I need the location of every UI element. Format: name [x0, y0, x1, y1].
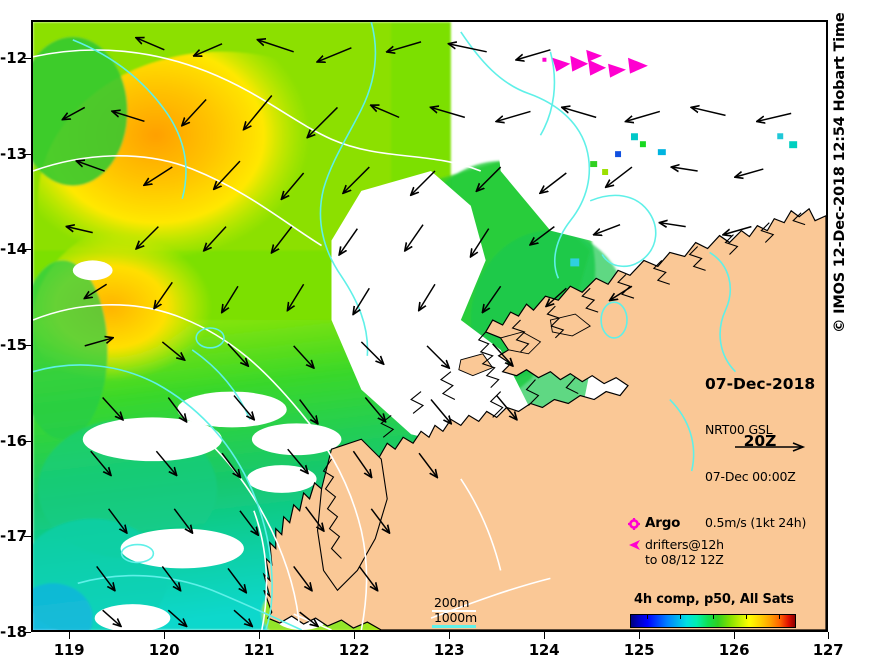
coastline-detail: [322, 212, 806, 559]
bathy-200m-swatch: [432, 610, 476, 612]
x-axis-label: 124: [528, 641, 560, 659]
map-plot-area[interactable]: 07-Dec-2018 20Z NRT00 GSL 07-Dec 00:00Z …: [31, 20, 828, 632]
x-axis-tick: [544, 632, 545, 639]
x-axis-label: 126: [718, 641, 750, 659]
x-axis-label: 121: [243, 641, 275, 659]
y-axis-label: -14: [0, 240, 28, 258]
x-axis-tick: [734, 632, 735, 639]
x-axis-label: 119: [53, 641, 85, 659]
y-axis-tick: [24, 249, 31, 250]
x-axis-label: 123: [433, 641, 465, 659]
drifter-track: [542, 49, 648, 78]
copyright-text: © IMOS 12-Dec-2018 12:54 Hobart Time: [832, 12, 848, 333]
vector-key-time: 07-Dec 00:00Z: [705, 468, 796, 484]
x-axis-tick: [828, 632, 829, 639]
x-axis-tick: [639, 632, 640, 639]
x-axis-tick: [164, 632, 165, 639]
colorbar-tick: [679, 614, 681, 619]
y-axis-tick: [24, 536, 31, 537]
x-axis-label: 120: [148, 641, 180, 659]
isobath-200m: [33, 49, 551, 630]
y-axis-label: -16: [0, 432, 28, 450]
y-axis-label: -15: [0, 336, 28, 354]
map-overlay-layer: [33, 22, 826, 630]
colorbar-tick: [646, 614, 648, 619]
current-vectors: [63, 38, 792, 626]
date-stamp-line1: 07-Dec-2018: [705, 375, 816, 393]
x-axis-tick: [449, 632, 450, 639]
argo-legend-label: Argo: [645, 515, 681, 531]
y-axis-tick: [24, 441, 31, 442]
colorbar[interactable]: [630, 614, 796, 628]
isobath-1000m: [33, 22, 737, 630]
x-axis-label: 122: [338, 641, 370, 659]
y-axis-tick: [24, 345, 31, 346]
x-axis-label: 125: [623, 641, 655, 659]
drifter-marker-icon: [623, 537, 645, 556]
y-axis-tick: [24, 58, 31, 59]
y-axis-tick: [24, 154, 31, 155]
drifter-legend-line1: drifters@12h: [645, 537, 724, 552]
vector-key-arrow-icon: [735, 442, 806, 452]
colorbar-tick: [746, 614, 748, 619]
x-axis-tick: [69, 632, 70, 639]
colorbar-tick: [779, 614, 781, 619]
drifter-legend-line2: to 08/12 12Z: [645, 552, 724, 567]
y-axis-label: -17: [0, 527, 28, 545]
y-axis-label: -12: [0, 49, 28, 67]
bathy-1000m-swatch: [432, 625, 476, 628]
colorbar-tick: [713, 614, 714, 619]
y-axis-tick: [24, 632, 31, 633]
bathy-label-1000m: 1000m: [434, 609, 477, 625]
bathymetry-key: 200m 1000m: [434, 595, 477, 625]
x-axis-tick: [259, 632, 260, 639]
date-stamp: 07-Dec-2018 20Z: [705, 337, 815, 489]
vector-key-scale: 0.5m/s (1kt 24h): [705, 515, 807, 530]
bathy-label-200m: 200m: [434, 595, 470, 610]
argo-marker-icon: [623, 516, 645, 535]
y-axis-label: -18: [0, 623, 28, 641]
y-axis-label: -13: [0, 145, 28, 163]
date-stamp-line2: 20Z: [743, 432, 777, 450]
argo-drifter-legend: Argo drifters@12h to 08/12 12Z: [623, 516, 724, 567]
vector-key-model: NRT00 GSL: [705, 422, 773, 437]
colorbar-title: 4h comp, p50, All Sats: [634, 592, 794, 607]
x-axis-tick: [354, 632, 355, 639]
map-canvas: [33, 22, 826, 630]
vector-key: NRT00 GSL 07-Dec 00:00Z 0.5m/s (1kt 24h): [705, 391, 806, 562]
x-axis-label: 127: [812, 641, 844, 659]
